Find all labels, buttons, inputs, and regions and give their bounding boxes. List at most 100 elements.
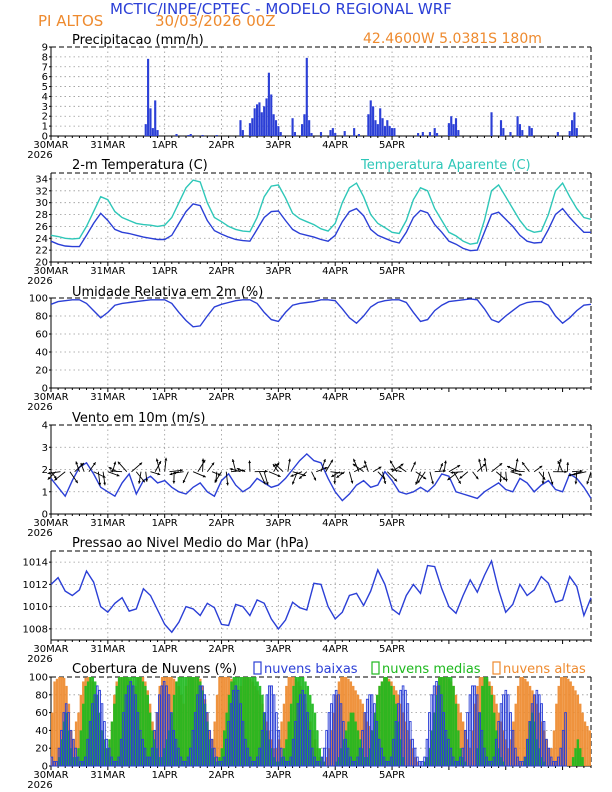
cloud-bar-nuvens-baixas [456, 761, 460, 767]
precip-bar [521, 130, 524, 136]
cloud-bar-nuvens-baixas [509, 712, 512, 767]
cloud-ytick-label: 40 [35, 726, 48, 737]
cloud-bar-nuvens-baixas [358, 747, 362, 767]
cloud-bar-nuvens-baixas [296, 703, 300, 767]
cloud-bar-nuvens-altas [586, 725, 589, 766]
wind-ytick-label: 4 [42, 421, 48, 432]
wind-arrow-head [574, 481, 578, 485]
cloud-ytick-label: 0 [42, 762, 48, 773]
header-coords: 42.4600W 5.0381S 180m [363, 31, 542, 47]
cloud-bar-nuvens-medias [168, 730, 171, 766]
cloud-bar-nuvens-baixas [55, 761, 58, 767]
precip-ytick-label: 7 [42, 62, 48, 73]
pres-year-label: 2026 [27, 654, 52, 665]
cloud-bar-nuvens-baixas [530, 703, 534, 767]
cloud-bar-nuvens-baixas [134, 694, 137, 767]
cloud-bar-nuvens-altas [540, 721, 544, 766]
wind-arrow-head [415, 481, 418, 485]
cloud-xtick-label: 3APR [265, 770, 291, 781]
wind-arrow-head [431, 481, 434, 485]
precip-bar [357, 134, 360, 136]
precip-bar [490, 112, 493, 136]
precip-bar [300, 124, 304, 136]
cloud-bar-nuvens-medias [375, 694, 379, 766]
cloud-bar-nuvens-baixas [52, 761, 56, 767]
cloud-bar-nuvens-baixas [504, 689, 508, 767]
cloud-bar-nuvens-medias [177, 677, 181, 766]
precip-bar [241, 130, 244, 136]
cloud-bar-nuvens-baixas [241, 721, 245, 767]
rh-ytick-label: 100 [29, 294, 48, 305]
cloud-bar-nuvens-baixas [318, 761, 321, 767]
cloud-bar-nuvens-baixas [521, 761, 524, 767]
cloud-bar-nuvens-altas [504, 739, 508, 766]
cloud-bar-nuvens-baixas [506, 694, 510, 767]
cloud-bar-nuvens-baixas [451, 756, 455, 767]
cloud-bar-nuvens-medias [292, 685, 295, 766]
precip-bar [390, 128, 394, 136]
cloud-bar-nuvens-baixas [64, 703, 68, 767]
precip-ytick-label: 8 [42, 52, 48, 63]
cloud-bar-nuvens-medias [129, 677, 133, 766]
cloud-bar-nuvens-baixas [463, 729, 467, 767]
cloud-bar-nuvens-baixas [119, 738, 123, 767]
cloud-bar-nuvens-altas [156, 712, 159, 766]
cloud-bar-nuvens-altas [60, 677, 63, 766]
cloud-bar-nuvens-medias [156, 748, 159, 766]
wind-arrow-head [378, 466, 382, 470]
cloud-bar-nuvens-baixas [229, 703, 233, 767]
cloud-bar-nuvens-medias [435, 694, 439, 766]
cloud-bar-nuvens-medias [127, 677, 130, 766]
wind-arrow-head [383, 481, 387, 484]
wind-year-label: 2026 [27, 528, 52, 539]
cloud-bar-nuvens-medias [318, 748, 321, 766]
cloud-bar-nuvens-baixas [222, 756, 226, 767]
cloud-bar-nuvens-altas [536, 703, 539, 766]
cloud-bar-nuvens-medias [96, 694, 99, 766]
wind-arrow-head [288, 458, 291, 462]
cloud-bar-nuvens-altas [502, 730, 505, 766]
cloud-xtick-label: 5APR [379, 770, 405, 781]
cloud-bar-nuvens-baixas [492, 756, 496, 767]
cloud-bar-nuvens-baixas [380, 747, 383, 767]
wind-arrow-head [363, 465, 367, 469]
cloud-bar-nuvens-baixas [270, 685, 273, 767]
cloud-bar-nuvens-altas [571, 685, 575, 766]
cloud-bar-nuvens-altas [359, 699, 362, 766]
precip-bar [305, 57, 308, 136]
wind-arrow-head [75, 480, 78, 484]
cloud-bar-nuvens-altas [526, 681, 529, 766]
cloud-bar-nuvens-baixas [303, 694, 307, 767]
cloud-bar-nuvens-baixas [208, 729, 211, 767]
precip-ytick-label: 9 [42, 43, 48, 54]
cloud-bar-nuvens-baixas [246, 747, 250, 767]
cloud-bar-nuvens-baixas [76, 756, 80, 767]
cloud-bar-nuvens-baixas [110, 756, 113, 767]
cloud-bar-nuvens-baixas [201, 685, 204, 767]
wind-xtick-label: 5APR [379, 518, 405, 529]
cloud-bar-nuvens-medias [273, 757, 276, 766]
cloud-bar-nuvens-medias [481, 685, 484, 766]
cloud-bar-nuvens-medias [137, 677, 140, 766]
wind-arrow-head [499, 463, 503, 466]
precip-ytick-label: 0 [42, 132, 48, 143]
precip-bar [239, 120, 242, 136]
cloud-bar-nuvens-baixas [248, 756, 252, 767]
cloud-bar-nuvens-medias [301, 677, 305, 766]
precip-bar [151, 128, 154, 136]
cloud-bar-nuvens-medias [366, 757, 369, 766]
cloud-bar-nuvens-baixas [299, 694, 302, 767]
cloud-bar-nuvens-medias [428, 748, 431, 766]
cloud-bar-nuvens-medias [500, 757, 503, 766]
cloud-bar-nuvens-medias [58, 757, 61, 766]
cloud-bar-nuvens-baixas [91, 703, 94, 767]
precip-bar [248, 123, 252, 136]
cloud-bar-nuvens-altas [552, 730, 556, 766]
temp-xtick-label: 3APR [265, 266, 291, 277]
precip-year-label: 2026 [27, 150, 52, 161]
wind-arrow-head [117, 461, 121, 465]
cloud-bar-nuvens-baixas [282, 756, 285, 767]
cloud-bar-nuvens-baixas [561, 729, 565, 767]
wind-title: Vento em 10m (m/s) [72, 411, 205, 426]
cloud-bar-nuvens-baixas [315, 761, 319, 767]
